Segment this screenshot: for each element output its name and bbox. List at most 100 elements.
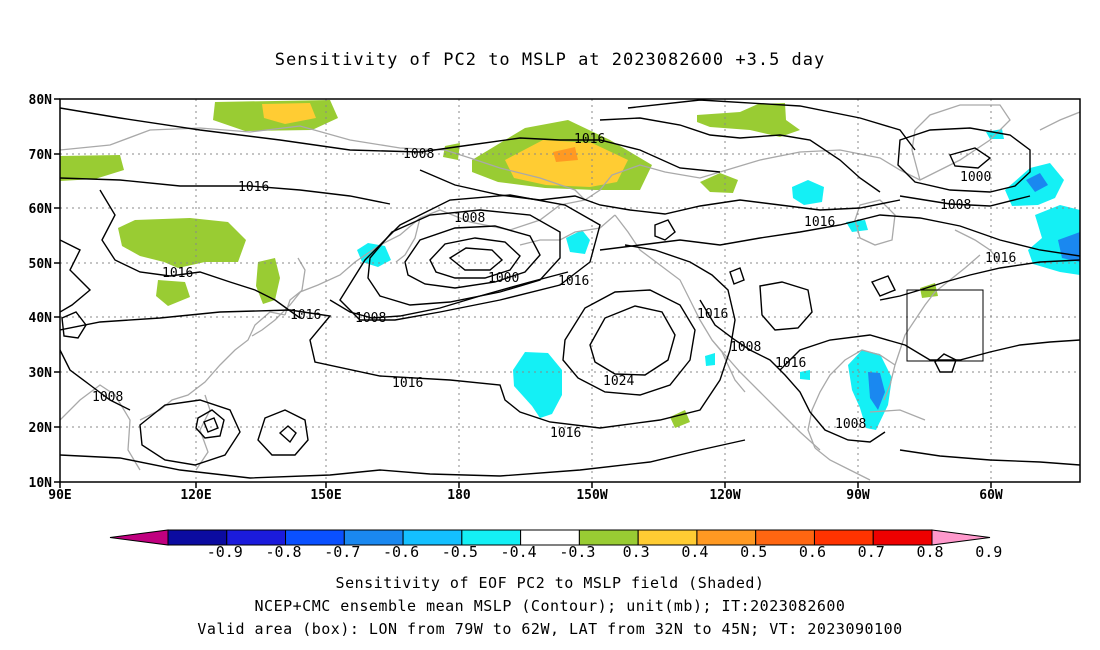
colorbar-label: -0.3 bbox=[559, 543, 595, 561]
contour-north-east bbox=[599, 117, 881, 193]
coastlines bbox=[60, 104, 1080, 481]
coast-greenland bbox=[911, 104, 1011, 181]
lat-label: 60N bbox=[29, 202, 53, 217]
shade-positive-china-north bbox=[156, 280, 190, 306]
colorbar-label: 0.9 bbox=[975, 543, 1002, 561]
contour-label: 1016 bbox=[804, 215, 835, 230]
shade-positive-korea bbox=[256, 258, 280, 304]
colorbar-label: 0.3 bbox=[623, 543, 650, 561]
lon-label: 90E bbox=[48, 488, 71, 503]
coast-alaska bbox=[584, 164, 721, 201]
contour-us-ne bbox=[879, 259, 1080, 301]
colorbar-label: -0.7 bbox=[324, 543, 360, 561]
caption-contour: NCEP+CMC ensemble mean MSLP (Contour); u… bbox=[254, 597, 846, 615]
colorbar-label: -0.5 bbox=[442, 543, 478, 561]
colorbar-labels: -0.9 -0.8 -0.7 -0.6 -0.5 -0.4 -0.3 0.3 0… bbox=[207, 543, 1003, 561]
contour-label: 1008 bbox=[454, 211, 485, 226]
contour-label: 1016 bbox=[558, 274, 589, 289]
contour-top-loop bbox=[627, 99, 916, 151]
coast-na-west bbox=[614, 214, 821, 451]
contour-label: 1016 bbox=[985, 251, 1016, 266]
lat-label: 50N bbox=[29, 257, 53, 272]
coast-gulf-mexico bbox=[807, 349, 896, 449]
contour-rockies-small-4 bbox=[870, 275, 896, 297]
contour-label: 1008 bbox=[92, 390, 123, 405]
contour-typhoon-1 bbox=[195, 409, 225, 439]
contour-1008-canada bbox=[899, 195, 1031, 207]
chart-title: Sensitivity of PC2 to MSLP at 2023082600… bbox=[274, 50, 826, 70]
shade-positive-east-siberia bbox=[700, 173, 738, 193]
shade-negative-aleutian bbox=[566, 230, 590, 254]
coast-europe-west bbox=[1039, 111, 1080, 131]
lon-label: 120W bbox=[709, 488, 740, 503]
contour-atlantic-tropic bbox=[899, 449, 1080, 466]
contour-label: 1008 bbox=[835, 417, 866, 432]
contour-label: 1016 bbox=[238, 180, 269, 195]
colorbar-label: 0.8 bbox=[916, 543, 943, 561]
contour-typhoon-2 bbox=[203, 417, 219, 433]
valid-area-box bbox=[906, 289, 984, 362]
coast-baja bbox=[711, 339, 746, 393]
coast-taiwan-philippines bbox=[195, 394, 211, 471]
colorbar-label: -0.9 bbox=[207, 543, 243, 561]
contour-tropics-east bbox=[499, 439, 746, 477]
contour-label: 1000 bbox=[960, 170, 991, 185]
contour-label: 1000 bbox=[488, 271, 519, 286]
contour-label: 1008 bbox=[403, 147, 434, 162]
contour-north-pacific-low-4 bbox=[448, 247, 504, 271]
shade-negative-canada-north bbox=[792, 180, 824, 205]
shade-positive-pacific-mid bbox=[670, 410, 690, 428]
shade-negative-hawaii-north bbox=[513, 352, 562, 418]
colorbar-label: 0.7 bbox=[858, 543, 885, 561]
contour-arctic-1008 bbox=[60, 107, 471, 153]
contour-west-wavy bbox=[60, 239, 92, 313]
lon-label: 180 bbox=[447, 488, 471, 503]
contour-label: 1016 bbox=[290, 308, 321, 323]
coast-hudson-bay bbox=[854, 199, 896, 246]
axis-ticks bbox=[54, 98, 992, 488]
contour-mongolia-wave bbox=[99, 189, 301, 319]
contour-iceland-low-inner bbox=[949, 147, 992, 169]
contour-1016-pacific-ring bbox=[339, 194, 601, 321]
sensitivity-shading bbox=[60, 100, 1080, 430]
contour-low-wpac bbox=[257, 409, 309, 456]
colorbar-arrow-high bbox=[931, 529, 991, 546]
colorbar-label: -0.6 bbox=[383, 543, 419, 561]
lat-label: 40N bbox=[29, 311, 53, 326]
contour-labels: 1008 1016 1008 1000 1016 1008 1000 1016 … bbox=[92, 132, 1016, 441]
contour-label: 1016 bbox=[392, 376, 423, 391]
coast-kamchatka bbox=[395, 217, 421, 263]
contour-tropics-1008 bbox=[60, 454, 501, 479]
contour-label: 1016 bbox=[550, 426, 581, 441]
lon-label: 60W bbox=[979, 488, 1003, 503]
contour-1008-nw bbox=[60, 349, 131, 411]
shade-positive-arctic-west-core bbox=[262, 103, 316, 124]
coast-na-east bbox=[894, 254, 981, 366]
colorbar-label: 0.6 bbox=[799, 543, 826, 561]
lon-label: 150W bbox=[576, 488, 607, 503]
contour-1008-us bbox=[699, 299, 886, 443]
lat-label: 10N bbox=[29, 476, 53, 491]
colorbar bbox=[109, 529, 991, 546]
caption-shading: Sensitivity of EOF PC2 to MSLP field (Sh… bbox=[335, 574, 765, 592]
shade-negative-gulf-core bbox=[868, 372, 885, 410]
lat-label: 80N bbox=[29, 93, 53, 108]
longitude-labels: 90E 120E 150E 180 150W 120W 90W 60W bbox=[48, 488, 1003, 503]
contour-label: 1016 bbox=[697, 307, 728, 322]
contour-low-wpac-inner bbox=[278, 425, 297, 444]
contour-1008-china-loop bbox=[139, 399, 241, 466]
contour-label: 1008 bbox=[730, 340, 761, 355]
coast-aleutians bbox=[519, 214, 616, 246]
coast-central-america bbox=[814, 447, 871, 481]
shade-negative-mexico bbox=[705, 353, 715, 366]
lat-label: 70N bbox=[29, 148, 53, 163]
lon-label: 120E bbox=[180, 488, 211, 503]
shade-positive-arctic-center-core bbox=[505, 140, 628, 187]
contour-rockies-small-3 bbox=[759, 281, 813, 331]
shade-positive-far-west bbox=[60, 155, 124, 181]
colorbar-label: -0.4 bbox=[501, 543, 537, 561]
coast-labrador bbox=[954, 229, 1001, 263]
coast-siberia-arctic bbox=[60, 125, 586, 201]
shade-negative-bering bbox=[357, 243, 391, 267]
coast-canada-arctic bbox=[719, 149, 921, 181]
